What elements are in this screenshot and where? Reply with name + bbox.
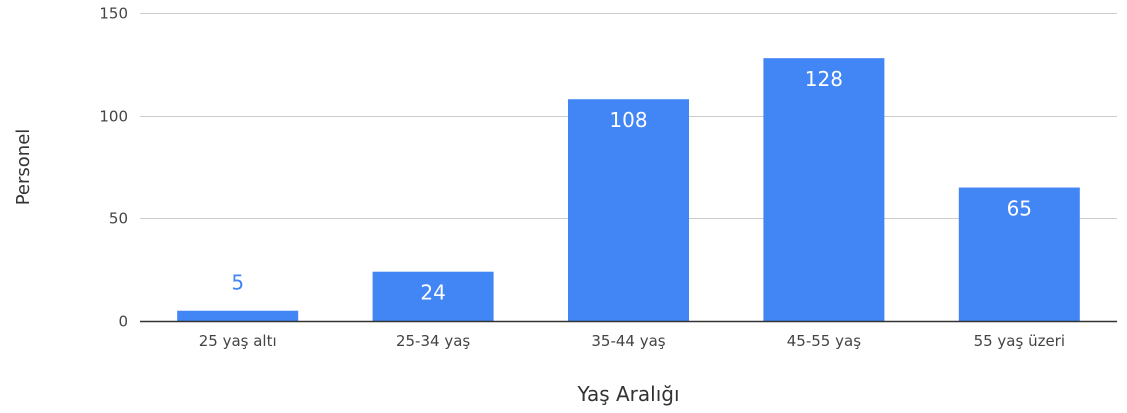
x-tick-label: 35-44 yaş	[591, 332, 665, 350]
data-label: 24	[420, 281, 445, 305]
y-tick-label: 0	[118, 313, 128, 331]
x-axis-title: Yaş Aralığı	[576, 382, 679, 406]
x-tick-label: 25 yaş altı	[199, 332, 277, 350]
bar	[763, 58, 885, 321]
bar	[958, 187, 1080, 321]
bar	[177, 310, 299, 321]
bar	[568, 99, 689, 322]
bar	[372, 271, 494, 321]
y-axis-ticks: 0 50 100 150	[99, 5, 128, 331]
y-axis-title: Personel	[13, 129, 34, 206]
y-tick-label: 150	[99, 5, 128, 23]
data-label: 65	[1007, 197, 1032, 221]
data-label: 5	[231, 271, 244, 295]
x-tick-label: 45-55 yaş	[787, 332, 861, 350]
bars: 5 24 108 128 65	[177, 58, 1080, 322]
data-label: 128	[805, 67, 843, 91]
x-tick-label: 25-34 yaş	[396, 332, 470, 350]
x-axis-ticks: 25 yaş altı 25-34 yaş 35-44 yaş 45-55 yaş 55…	[199, 332, 1065, 350]
data-label: 108	[609, 108, 647, 132]
x-tick-label: 55 yaş üzeri	[974, 332, 1065, 350]
y-tick-label: 100	[99, 108, 128, 126]
y-tick-label: 50	[109, 210, 128, 228]
